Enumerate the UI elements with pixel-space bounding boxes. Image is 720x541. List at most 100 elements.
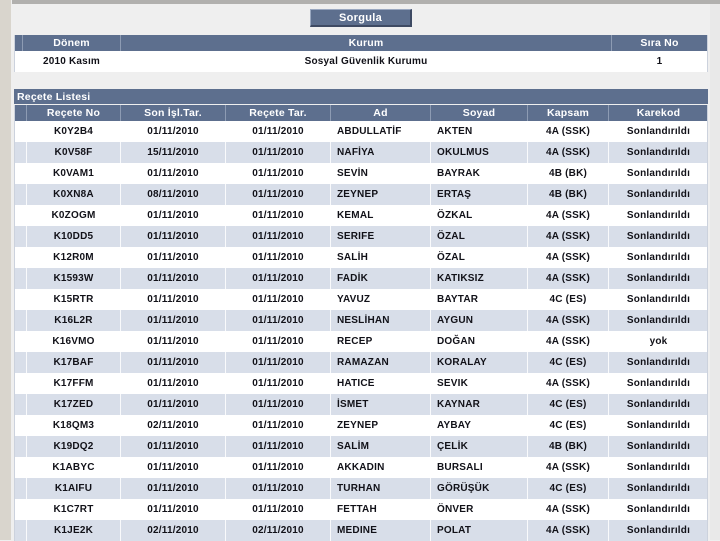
table-row[interactable]: K17BAF 01/11/2010 01/11/2010 RAMAZAN KORALAY… [15, 352, 707, 373]
cell-recete-tar: 01/11/2010 [226, 289, 331, 310]
cell-recete-no: K1593W [27, 268, 121, 289]
period-header-kurum: Kurum [121, 35, 612, 51]
table-row[interactable]: K1C7RT 01/11/2010 01/11/2010 FETTAH ÖNVER 4A … [15, 499, 707, 520]
cell-son-isl-tar: 01/11/2010 [121, 394, 226, 415]
cell-kapsam: 4B (BK) [528, 436, 609, 457]
cell-kapsam: 4A (SSK) [528, 268, 609, 289]
top-divider [12, 0, 720, 4]
cell-recete-no: K1C7RT [27, 499, 121, 520]
cell-ad: KEMAL [331, 205, 431, 226]
cell-recete-tar: 01/11/2010 [226, 436, 331, 457]
cell-spacer [15, 415, 27, 436]
table-row[interactable]: K0Y2B4 01/11/2010 01/11/2010 ABDULLATİF AKTE… [15, 121, 707, 142]
header-son-isl-tar: Son İşl.Tar. [121, 105, 226, 121]
query-button[interactable]: Sorgula [310, 9, 412, 27]
cell-soyad: KORALAY [431, 352, 528, 373]
cell-recete-tar: 01/11/2010 [226, 352, 331, 373]
cell-kapsam: 4A (SSK) [528, 373, 609, 394]
table-row[interactable]: K1AIFU 01/11/2010 01/11/2010 TURHAN GÖRÜŞÜK 4… [15, 478, 707, 499]
cell-recete-tar: 01/11/2010 [226, 226, 331, 247]
cell-kapsam: 4C (ES) [528, 394, 609, 415]
cell-son-isl-tar: 01/11/2010 [121, 457, 226, 478]
cell-recete-no: K17BAF [27, 352, 121, 373]
cell-ad: SALİH [331, 247, 431, 268]
cell-spacer [15, 499, 27, 520]
cell-son-isl-tar: 01/11/2010 [121, 499, 226, 520]
cell-kapsam: 4C (ES) [528, 478, 609, 499]
cell-spacer [15, 478, 27, 499]
cell-spacer [15, 226, 27, 247]
table-row[interactable]: K10DD5 01/11/2010 01/11/2010 SERIFE ÖZAL 4A (… [15, 226, 707, 247]
cell-soyad: ÖZAL [431, 226, 528, 247]
cell-recete-tar: 01/11/2010 [226, 373, 331, 394]
cell-recete-no: K19DQ2 [27, 436, 121, 457]
period-cell-donem: 2010 Kasım [23, 51, 121, 72]
cell-kapsam: 4A (SSK) [528, 499, 609, 520]
cell-soyad: SEVIK [431, 373, 528, 394]
cell-karekod: Sonlandırıldı [626, 462, 691, 473]
table-row[interactable]: K15RTR 01/11/2010 01/11/2010 YAVUZ BAYTAR 4C … [15, 289, 707, 310]
table-row[interactable]: K16VMO 01/11/2010 01/11/2010 RECEP DOĞAN 4A (… [15, 331, 707, 352]
cell-recete-tar: 01/11/2010 [226, 142, 331, 163]
cell-son-isl-tar: 01/11/2010 [121, 247, 226, 268]
cell-son-isl-tar: 01/11/2010 [121, 289, 226, 310]
table-row[interactable]: K0VAM1 01/11/2010 01/11/2010 SEVİN BAYRAK 4B … [15, 163, 707, 184]
cell-spacer [15, 394, 27, 415]
cell-kapsam: 4A (SSK) [528, 142, 609, 163]
table-row[interactable]: K17ZED 01/11/2010 01/11/2010 İSMET KAYNAR 4C … [15, 394, 707, 415]
table-row[interactable]: K0ZOGM 01/11/2010 01/11/2010 KEMAL ÖZKAL 4A (… [15, 205, 707, 226]
left-gutter [0, 0, 11, 540]
cell-recete-no: K10DD5 [27, 226, 121, 247]
cell-ad: ABDULLATİF [331, 121, 431, 142]
period-table: Dönem Kurum Sıra No 2010 Kasım Sosyal Gü… [14, 35, 708, 72]
cell-ad: YAVUZ [331, 289, 431, 310]
cell-karekod: yok [649, 336, 668, 347]
period-header-spacer [15, 35, 23, 51]
cell-spacer [15, 436, 27, 457]
cell-ad: NAFİYA [331, 142, 431, 163]
cell-recete-no: K15RTR [27, 289, 121, 310]
cell-recete-tar: 02/11/2010 [226, 520, 331, 541]
cell-karekod: Sonlandırıldı [626, 231, 691, 242]
cell-son-isl-tar: 01/11/2010 [121, 205, 226, 226]
period-header-donem: Dönem [23, 35, 121, 51]
cell-recete-tar: 01/11/2010 [226, 268, 331, 289]
table-row[interactable]: K12R0M 01/11/2010 01/11/2010 SALİH ÖZAL 4A (S… [15, 247, 707, 268]
table-row[interactable]: K0XN8A 08/11/2010 01/11/2010 ZEYNEP ERTAŞ 4B … [15, 184, 707, 205]
cell-recete-no: K12R0M [27, 247, 121, 268]
table-row[interactable]: K1JE2K 02/11/2010 02/11/2010 MEDINE POLAT 4A … [15, 520, 707, 541]
cell-ad: MEDINE [331, 520, 431, 541]
cell-soyad: ÖNVER [431, 499, 528, 520]
table-row[interactable]: K0V58F 15/11/2010 01/11/2010 NAFİYA OKULMUS 4… [15, 142, 707, 163]
cell-soyad: AYGUN [431, 310, 528, 331]
cell-ad: TURHAN [331, 478, 431, 499]
cell-kapsam: 4A (SSK) [528, 247, 609, 268]
cell-recete-tar: 01/11/2010 [226, 205, 331, 226]
table-row[interactable]: K1ABYC 01/11/2010 01/11/2010 AKKADIN BURSALI… [15, 457, 707, 478]
cell-recete-no: K18QM3 [27, 415, 121, 436]
recete-table: Reçete No Son İşl.Tar. Reçete Tar. Ad Soyad K… [14, 105, 708, 541]
table-row[interactable]: K1593W 01/11/2010 01/11/2010 FADİK KATIKSIZ 4… [15, 268, 707, 289]
table-row[interactable]: K16L2R 01/11/2010 01/11/2010 NESLİHAN AYGUN 4… [15, 310, 707, 331]
table-row[interactable]: K17FFM 01/11/2010 01/11/2010 HATICE SEVIK 4A … [15, 373, 707, 394]
cell-ad: ZEYNEP [331, 184, 431, 205]
section-title: Reçete Listesi [17, 90, 91, 103]
cell-soyad: BAYRAK [431, 163, 528, 184]
cell-son-isl-tar: 01/11/2010 [121, 310, 226, 331]
table-row[interactable]: K19DQ2 01/11/2010 01/11/2010 SALİM ÇELİK 4B (… [15, 436, 707, 457]
period-table-row: 2010 Kasım Sosyal Güvenlik Kurumu 1 [15, 51, 707, 72]
cell-recete-tar: 01/11/2010 [226, 478, 331, 499]
cell-kapsam: 4B (BK) [528, 163, 609, 184]
cell-soyad: ÖZAL [431, 247, 528, 268]
cell-son-isl-tar: 15/11/2010 [121, 142, 226, 163]
cell-recete-tar: 01/11/2010 [226, 415, 331, 436]
cell-spacer [15, 268, 27, 289]
cell-son-isl-tar: 08/11/2010 [121, 184, 226, 205]
cell-ad: SALİM [331, 436, 431, 457]
period-cell-kurum: Sosyal Güvenlik Kurumu [121, 51, 612, 72]
cell-ad: SEVİN [331, 163, 431, 184]
table-row[interactable]: K18QM3 02/11/2010 01/11/2010 ZEYNEP AYBAY 4C … [15, 415, 707, 436]
cell-son-isl-tar: 01/11/2010 [121, 478, 226, 499]
period-header-sira-no: Sıra No [640, 37, 679, 49]
cell-spacer [15, 310, 27, 331]
